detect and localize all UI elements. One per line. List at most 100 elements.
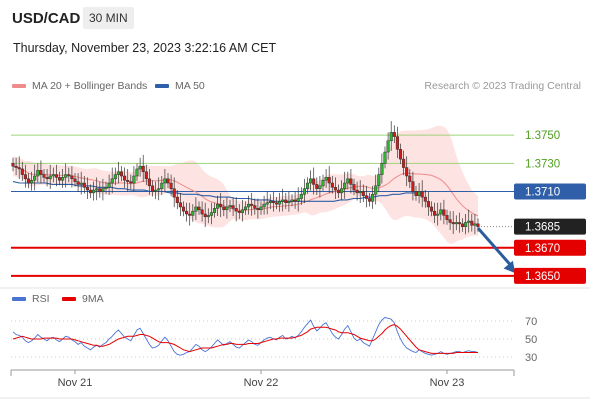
- ma50-legend-label: MA 50: [175, 80, 205, 92]
- candle-body: [364, 195, 368, 199]
- candle-body: [200, 209, 204, 215]
- candle-body: [473, 223, 477, 226]
- candle-body: [216, 203, 220, 209]
- candle-body: [23, 174, 27, 180]
- candle-body: [175, 196, 179, 203]
- candle-body: [82, 182, 86, 188]
- candle-body: [11, 163, 15, 167]
- candle-body: [367, 198, 372, 202]
- candle-body: [318, 185, 322, 189]
- candle-body: [166, 178, 170, 184]
- candle-body: [138, 165, 142, 170]
- candle-body: [445, 215, 449, 220]
- candle-body: [20, 168, 24, 175]
- candle-body: [188, 213, 192, 216]
- candle-body: [119, 171, 124, 177]
- price-tag-bg: [514, 267, 586, 284]
- candle-body: [240, 209, 244, 213]
- candle-body: [54, 174, 58, 178]
- candle-body: [253, 205, 257, 209]
- candle-body: [237, 210, 241, 213]
- x-axis-tick-label: Nov 22: [244, 377, 279, 389]
- candle-body: [247, 203, 251, 208]
- candle-body: [361, 191, 365, 196]
- candle-body: [17, 167, 21, 170]
- candle-body: [467, 220, 471, 223]
- candle-body: [371, 194, 375, 202]
- candle-body: [433, 210, 437, 216]
- ma9-legend-label: 9MA: [82, 293, 104, 305]
- candle-body: [73, 178, 77, 182]
- candle-body: [135, 168, 139, 177]
- candle-body: [42, 174, 46, 178]
- candle-body: [150, 185, 155, 192]
- price-tag-label: 1.3650: [525, 271, 560, 283]
- candle-body: [389, 132, 393, 142]
- candle-body: [98, 188, 102, 192]
- candle-body: [107, 182, 111, 188]
- legend-ma20: MA 20 + Bollinger Bands: [12, 80, 147, 92]
- candle-body: [219, 203, 223, 208]
- rsi-ma-line: [12, 324, 478, 354]
- candle-body: [209, 212, 213, 216]
- candle-body: [85, 187, 89, 191]
- candle-body: [336, 189, 341, 194]
- ma20-swatch: [12, 84, 26, 89]
- candle-body: [95, 188, 99, 191]
- candle-body: [321, 179, 325, 187]
- x-axis-tick-label: Nov 23: [430, 377, 465, 389]
- candle-body: [265, 202, 269, 205]
- candle-body: [169, 182, 173, 189]
- candle-body: [395, 136, 399, 150]
- timestamp: Thursday, November 23, 2023 3:22:16 AM C…: [13, 41, 277, 55]
- candle-body: [402, 158, 406, 168]
- candle-body: [457, 222, 461, 225]
- candle-body: [45, 177, 49, 180]
- bollinger-band: [13, 125, 478, 244]
- candle-body: [36, 170, 40, 177]
- candle-body: [315, 184, 319, 189]
- candle-body: [160, 182, 164, 189]
- candle-body: [343, 182, 347, 189]
- research-credit: Research © 2023 Trading Central: [424, 80, 581, 92]
- candle-body: [281, 199, 285, 202]
- candle-body: [426, 201, 430, 208]
- candle-body: [67, 174, 71, 177]
- candle-body: [476, 223, 480, 227]
- candle-body: [157, 188, 161, 191]
- candle-body: [212, 208, 217, 213]
- candle-body: [274, 202, 279, 205]
- timeframe-badge[interactable]: 30 MIN: [83, 7, 134, 29]
- candle-body: [30, 179, 34, 184]
- candle-body: [123, 175, 127, 181]
- legend-rsi: RSI: [12, 293, 50, 305]
- symbol-title: USD/CAD: [12, 10, 81, 27]
- candle-body: [256, 208, 260, 211]
- price-tag-label: 1.3710: [525, 186, 560, 198]
- candle-body: [147, 178, 151, 187]
- candle-body: [349, 178, 353, 185]
- candle-body: [330, 182, 334, 188]
- candle-body: [327, 177, 331, 184]
- rsi-legend-label: RSI: [32, 293, 50, 305]
- candle-body: [154, 189, 158, 192]
- candle-body: [293, 199, 297, 202]
- candle-body: [398, 149, 403, 160]
- candle-body: [39, 170, 43, 175]
- legend-9ma: 9MA: [62, 293, 104, 305]
- candle-body: [181, 206, 186, 212]
- candle-body: [423, 196, 427, 202]
- candle-body: [420, 191, 424, 198]
- candle-body: [132, 175, 136, 184]
- chart-header: USD/CAD 30 MIN: [0, 0, 590, 36]
- candle-body: [172, 188, 176, 198]
- price-tag-label: 1.3685: [525, 222, 560, 234]
- candle-body: [191, 210, 195, 216]
- candle-body: [464, 222, 468, 227]
- legend-ma50: MA 50: [155, 80, 205, 92]
- candle-body: [144, 171, 148, 180]
- candle-body: [287, 201, 291, 203]
- price-tag-label: 1.3730: [525, 158, 560, 170]
- candle-body: [194, 206, 198, 212]
